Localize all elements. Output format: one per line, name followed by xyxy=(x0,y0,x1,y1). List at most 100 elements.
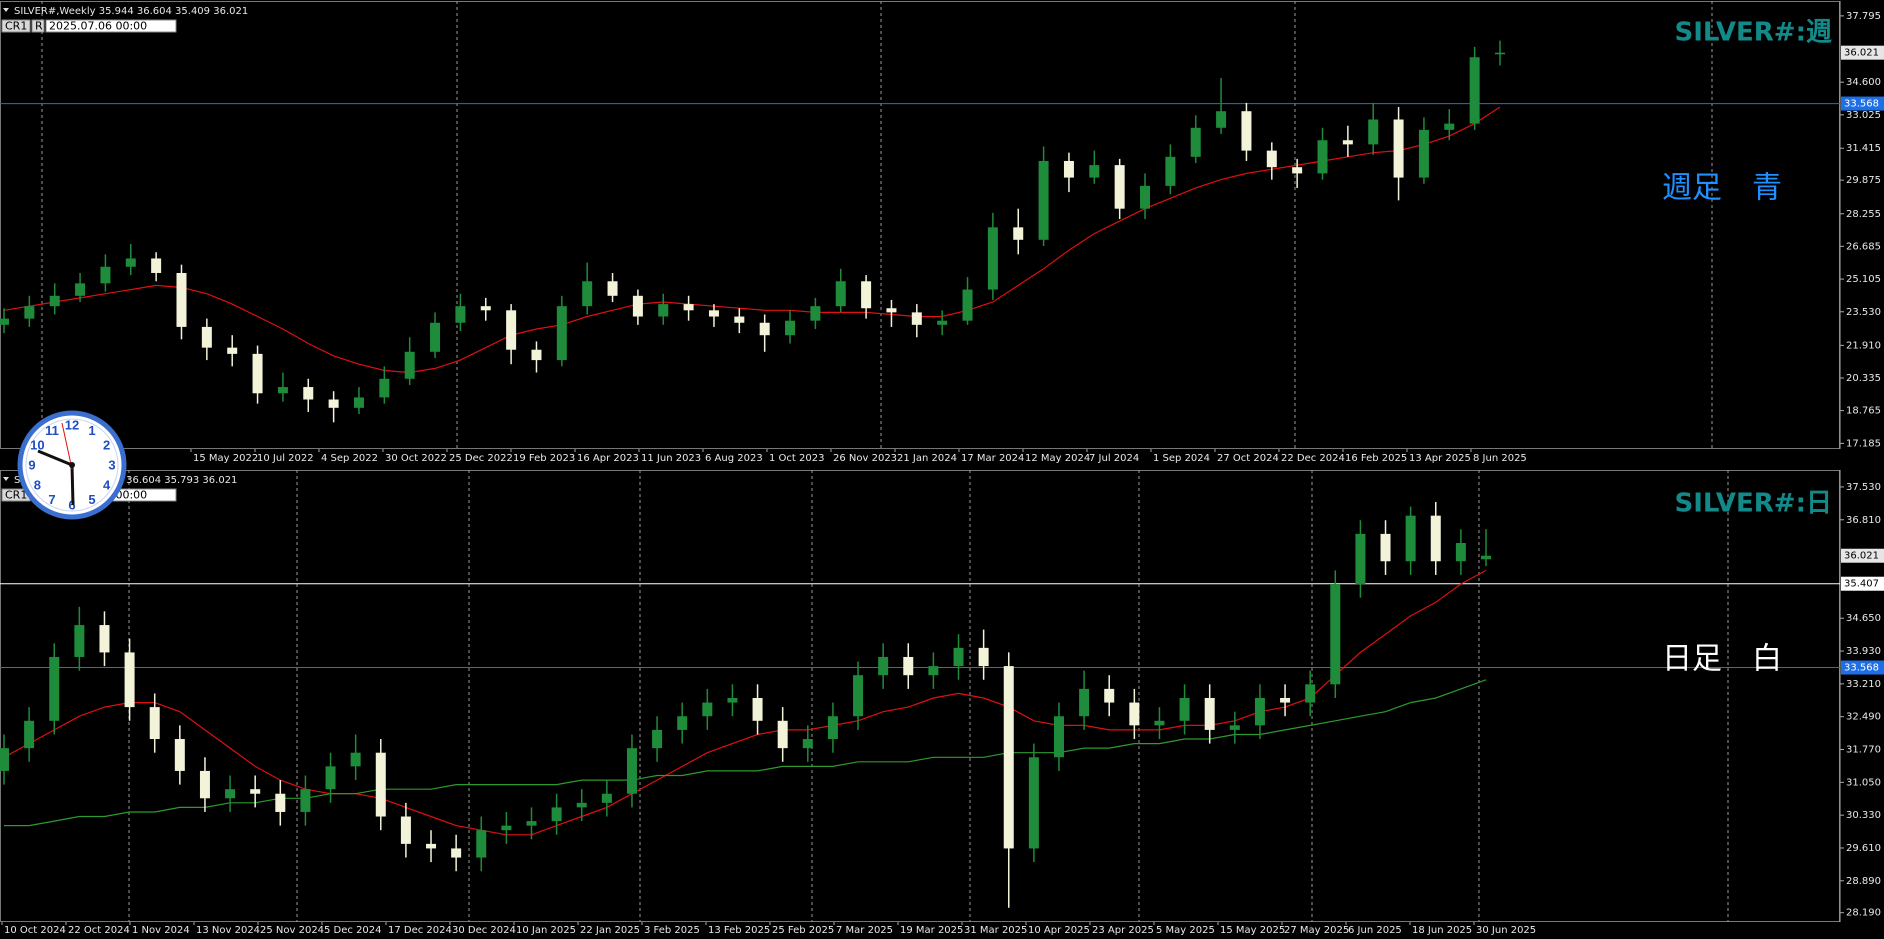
candle-body xyxy=(480,306,491,311)
chart-note: 週足 青 xyxy=(1662,171,1782,206)
y-tick-label: 28.190 xyxy=(1846,908,1881,919)
candle-body xyxy=(0,318,9,325)
candle-body xyxy=(1089,165,1100,178)
x-tick-label: 25 Dec 2022 xyxy=(449,453,513,464)
x-tick-label: 30 Oct 2022 xyxy=(385,453,447,464)
x-tick-label: 27 May 2025 xyxy=(1284,925,1349,936)
candle-body xyxy=(353,397,364,408)
candle-body xyxy=(201,326,212,348)
candle-body xyxy=(1063,160,1074,178)
candle-body xyxy=(99,625,110,653)
candle-body xyxy=(430,322,441,352)
candle-body xyxy=(626,748,637,794)
moving-average xyxy=(3,106,1501,374)
candle-body xyxy=(576,802,587,808)
candle-body xyxy=(300,789,311,812)
x-tick-label: 19 Mar 2025 xyxy=(900,925,963,936)
candle-body xyxy=(531,349,542,361)
price-box xyxy=(1841,660,1884,675)
toolbar-box[interactable] xyxy=(45,19,177,33)
candle-body xyxy=(785,320,796,336)
current-price-box xyxy=(1841,548,1884,563)
candle-body xyxy=(1028,757,1039,849)
x-tick-label: 10 Jul 2022 xyxy=(257,453,314,464)
candle-body xyxy=(49,295,60,307)
toolbar-label[interactable]: 2025.07.06 00:00 xyxy=(49,20,147,33)
candle-body xyxy=(1418,129,1429,178)
x-tick-label: 15 May 2025 xyxy=(1220,925,1285,936)
x-tick-label: 22 Jan 2025 xyxy=(580,925,640,936)
clock-numeral: 8 xyxy=(34,477,41,492)
x-tick-label: 1 Oct 2023 xyxy=(769,453,824,464)
toolbar-label[interactable]: R xyxy=(35,20,43,33)
candle-body xyxy=(1444,123,1455,130)
symbol-watermark: SILVER#:週 xyxy=(1675,18,1832,48)
candle-body xyxy=(1038,160,1049,240)
candle-body xyxy=(677,716,688,730)
candle-body xyxy=(325,766,336,790)
toolbar-box[interactable] xyxy=(1,19,31,33)
candle-body xyxy=(176,272,187,327)
y-tick-label: 34.650 xyxy=(1846,613,1881,624)
x-tick-label: 6 Jun 2025 xyxy=(1348,925,1402,936)
candle-body xyxy=(1368,119,1379,145)
candle-body xyxy=(277,387,288,394)
candle-body xyxy=(1495,52,1505,55)
x-tick-label: 16 Feb 2025 xyxy=(1345,453,1407,464)
collapse-arrow[interactable] xyxy=(3,8,9,12)
candle-body xyxy=(835,281,846,307)
candle-body xyxy=(275,793,286,812)
candle-body xyxy=(1469,57,1480,124)
candle-body xyxy=(1179,698,1190,721)
candle-body xyxy=(683,304,694,311)
candle-body xyxy=(1229,725,1240,730)
clock-numeral: 2 xyxy=(103,437,110,452)
candle-body xyxy=(24,720,35,749)
toolbar-label[interactable]: CR1 xyxy=(5,489,27,502)
price-box xyxy=(1841,96,1884,111)
x-tick-label: 25 Feb 2025 xyxy=(772,925,834,936)
candle-body xyxy=(987,227,998,290)
candle-body xyxy=(601,793,612,803)
candle-body xyxy=(0,748,9,771)
x-tick-label: 1 Nov 2024 xyxy=(132,925,190,936)
toolbar-label[interactable]: CR1 xyxy=(5,20,27,33)
candle-body xyxy=(551,807,562,822)
toolbar-box[interactable] xyxy=(31,19,45,33)
candle-body xyxy=(953,647,964,667)
candle-body xyxy=(1104,688,1115,703)
candle-body xyxy=(727,698,738,703)
candle-body xyxy=(903,656,914,676)
candle-body xyxy=(1380,533,1391,562)
candle-body xyxy=(227,347,238,354)
candle-body xyxy=(151,258,162,273)
candle-body xyxy=(174,739,185,771)
candle-body xyxy=(1079,688,1090,717)
price-box xyxy=(1841,576,1884,591)
y-tick-label: 30.330 xyxy=(1846,810,1881,821)
x-tick-label: 13 Apr 2025 xyxy=(1409,453,1471,464)
chart-header: SILVER#,Daily 35.944 36.604 35.793 36.02… xyxy=(14,475,237,486)
x-tick-label: 5 Dec 2024 xyxy=(324,925,382,936)
y-tick-label: 28.255 xyxy=(1846,209,1881,220)
y-tick-label: 18.765 xyxy=(1846,406,1881,417)
second-hand xyxy=(61,422,73,470)
candle-body xyxy=(526,821,537,826)
x-tick-label: 17 Dec 2024 xyxy=(388,925,452,936)
candle-body xyxy=(476,830,487,858)
y-tick-label: 28.890 xyxy=(1846,876,1881,887)
collapse-arrow[interactable] xyxy=(3,477,9,481)
y-tick-label: 31.415 xyxy=(1846,143,1881,154)
current-price-label: 36.021 xyxy=(1844,48,1879,59)
y-tick-label: 23.530 xyxy=(1846,307,1881,318)
x-tick-label: 25 Nov 2024 xyxy=(260,925,324,936)
candle-body xyxy=(400,816,411,844)
candle-body xyxy=(24,306,35,319)
x-tick-label: 6 Aug 2023 xyxy=(705,453,763,464)
y-tick-label: 34.600 xyxy=(1846,77,1881,88)
clock-numeral: 12 xyxy=(65,417,79,432)
clock-numeral: 4 xyxy=(103,477,111,492)
candle-body xyxy=(1292,167,1303,174)
candle-body xyxy=(75,283,86,296)
